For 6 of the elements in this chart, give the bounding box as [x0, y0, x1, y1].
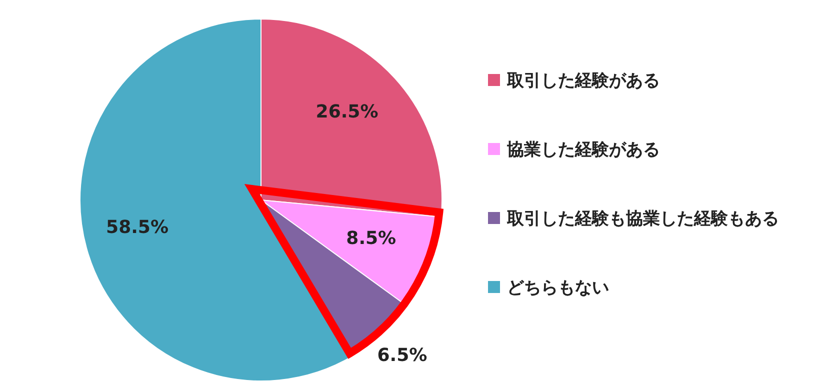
legend-label: 取引した経験がある — [507, 70, 660, 92]
legend-label: 取引した経験も協業した経験もある — [507, 208, 779, 230]
data-label: 26.5% — [316, 102, 378, 123]
legend-label: 協業した経験がある — [507, 138, 660, 160]
legend-label: どちらもない — [507, 276, 609, 298]
data-label: 58.5% — [106, 216, 169, 238]
